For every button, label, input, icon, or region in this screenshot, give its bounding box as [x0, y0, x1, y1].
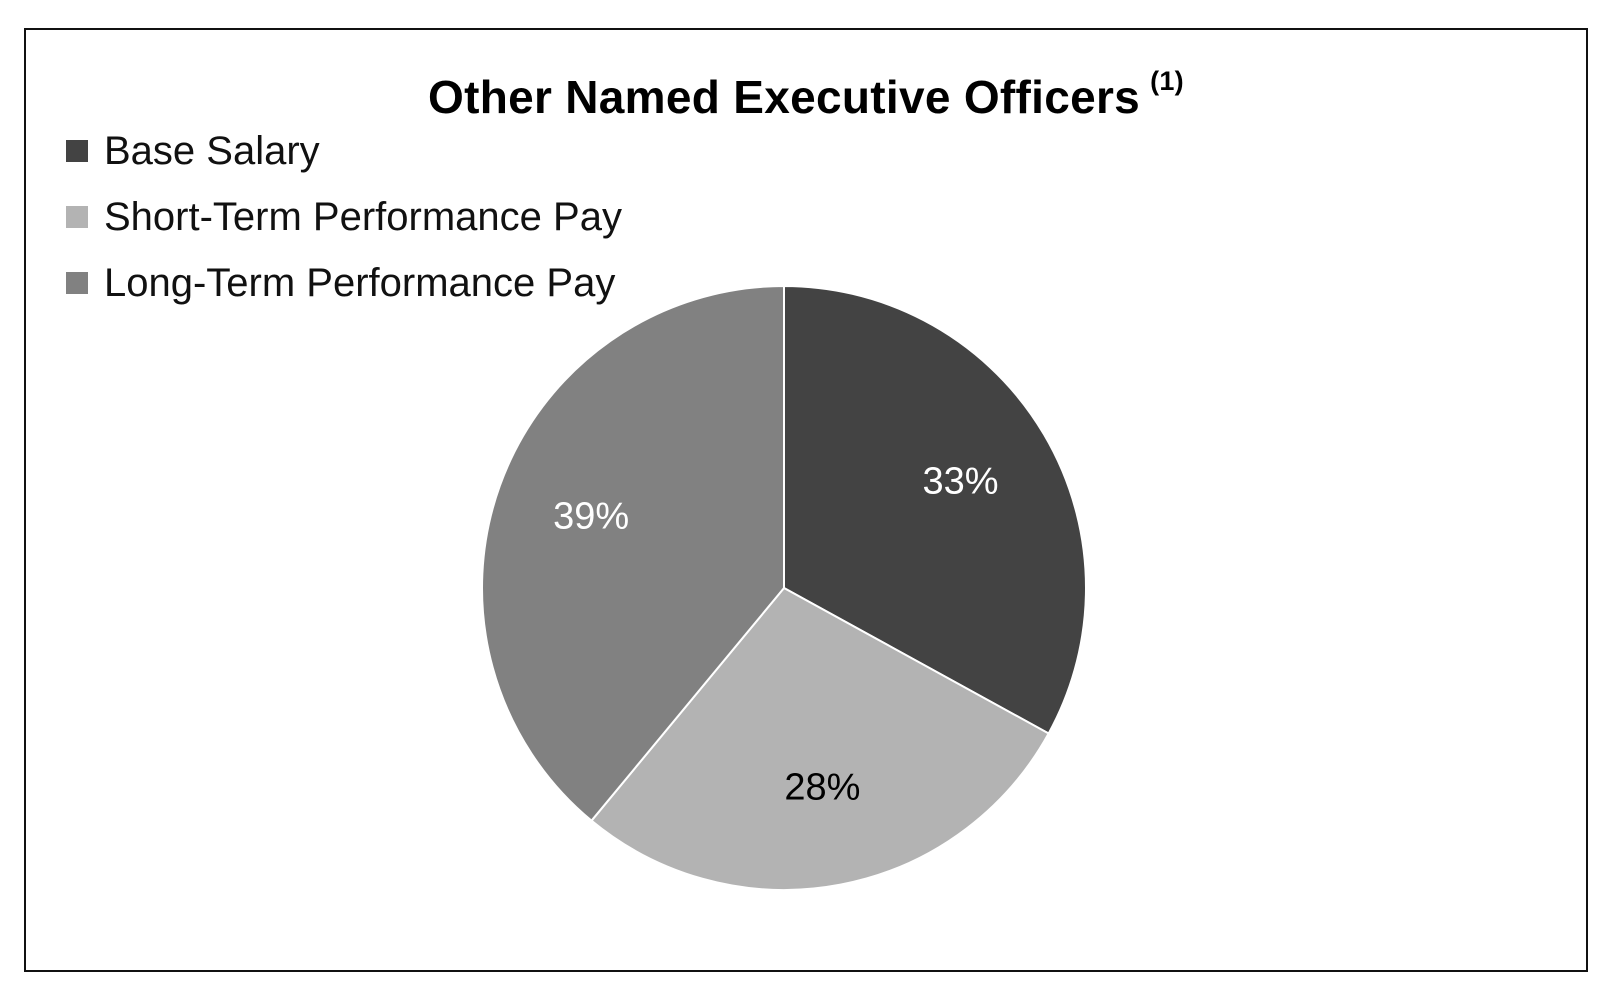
legend-label-short-term-performance-pay: Short-Term Performance Pay	[104, 194, 622, 239]
pie-slice-short-term-performance-pay	[590, 586, 1050, 891]
legend-item-base-salary: Base Salary	[66, 118, 622, 184]
legend-item-long-term-performance-pay: Long-Term Performance Pay	[66, 250, 622, 316]
legend-swatch-long-term-performance-pay	[66, 272, 88, 294]
pie-slice-base-salary	[783, 284, 1087, 735]
pie-chart: 33% 28% 39%	[481, 284, 1087, 891]
chart-title-text: Other Named Executive Officers	[428, 71, 1141, 123]
legend-item-short-term-performance-pay: Short-Term Performance Pay	[66, 184, 622, 250]
pie-slice-long-term-performance-pay	[481, 284, 785, 823]
legend-swatch-base-salary	[66, 140, 88, 162]
chart-legend: Base Salary Short-Term Performance Pay L…	[66, 118, 622, 316]
chart-title-footnote: (1)	[1150, 66, 1184, 96]
data-label-base-salary: 33%	[922, 461, 998, 503]
legend-swatch-short-term-performance-pay	[66, 206, 88, 228]
legend-label-long-term-performance-pay: Long-Term Performance Pay	[104, 260, 616, 305]
chart-frame: Other Named Executive Officers (1) Base S…	[24, 28, 1588, 972]
data-label-long-term-performance-pay: 39%	[553, 496, 629, 538]
chart-title: Other Named Executive Officers (1)	[26, 66, 1586, 124]
legend-label-base-salary: Base Salary	[104, 128, 320, 173]
data-label-short-term-performance-pay: 28%	[784, 766, 860, 808]
